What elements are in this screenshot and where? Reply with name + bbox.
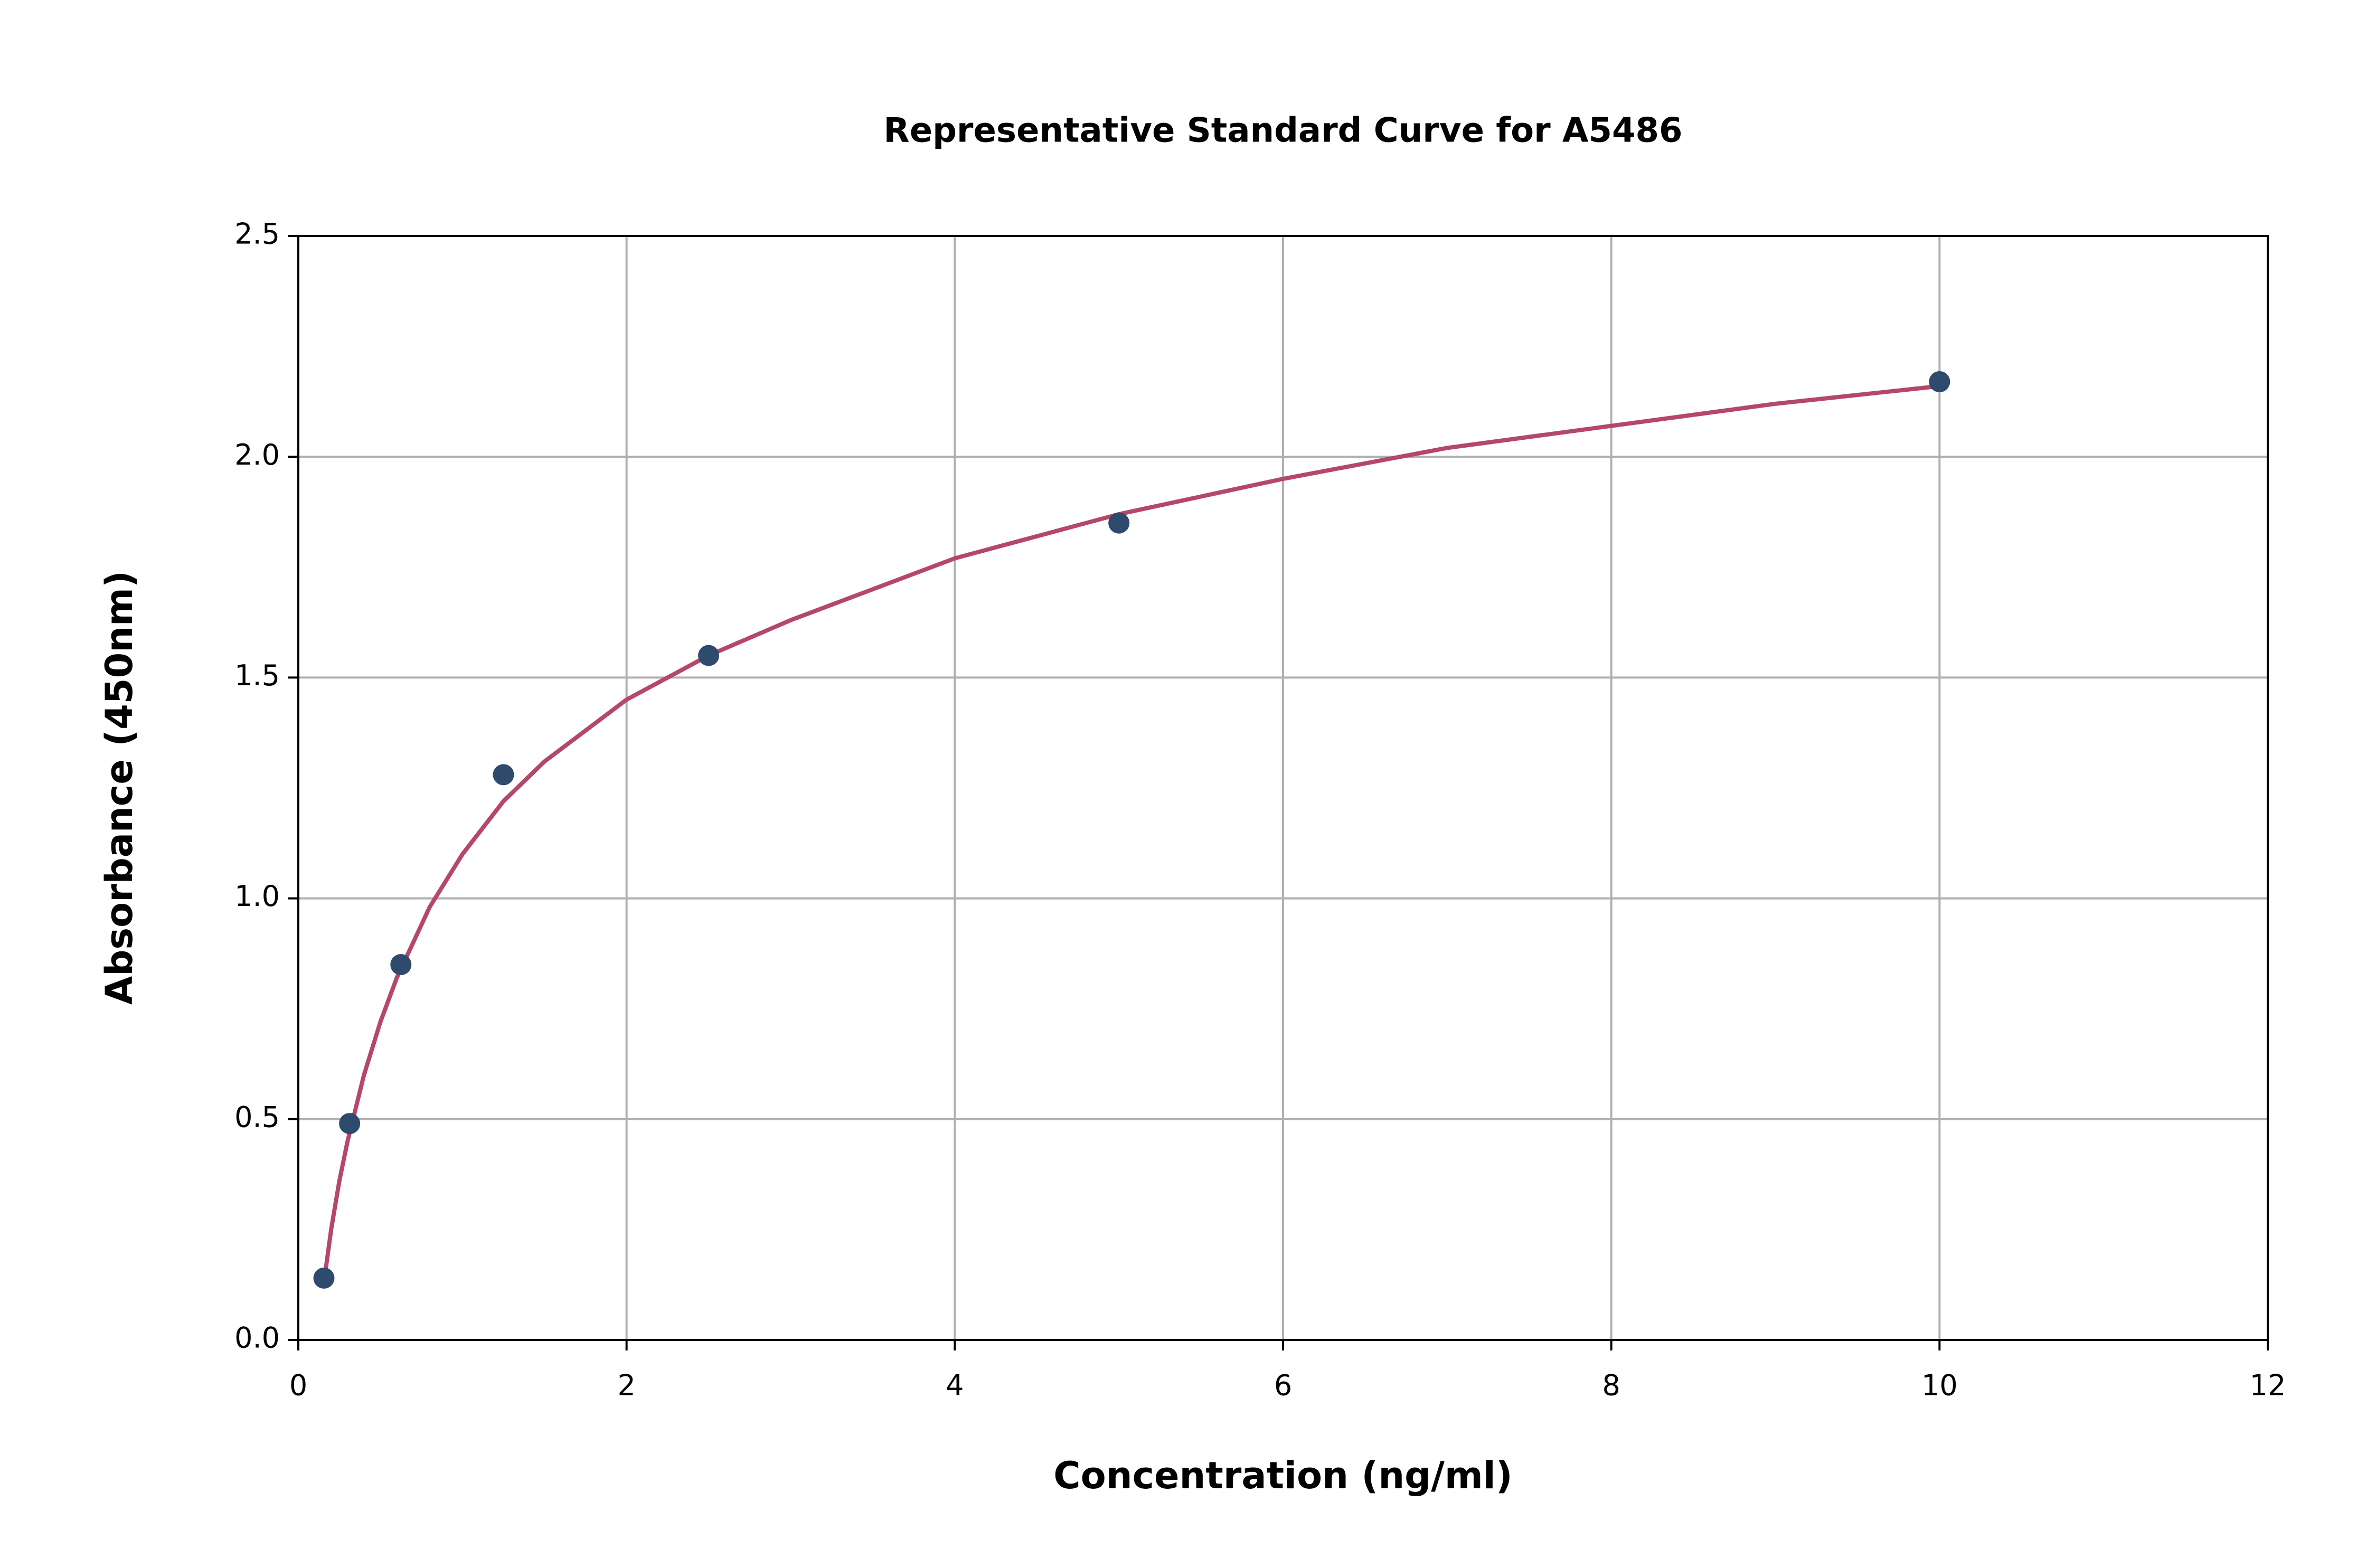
x-tick-label: 0 — [289, 1369, 307, 1402]
y-tick-label: 1.0 — [234, 880, 280, 913]
chart-title: Representative Standard Curve for A5486 — [883, 111, 1682, 150]
y-tick-label: 2.5 — [234, 218, 280, 251]
data-point — [698, 645, 720, 666]
x-axis-label: Concentration (ng/ml) — [1053, 1454, 1513, 1497]
data-point — [339, 1113, 361, 1135]
x-tick-label: 12 — [2250, 1369, 2286, 1402]
y-axis-label: Absorbance (450nm) — [98, 571, 141, 1005]
plot-frame — [297, 235, 2269, 1341]
x-tick-label: 10 — [1921, 1369, 1958, 1402]
data-point — [1108, 512, 1130, 534]
y-tick-label: 0.0 — [234, 1321, 280, 1355]
x-tick-label: 4 — [946, 1369, 964, 1402]
x-tick-label: 8 — [1602, 1369, 1620, 1402]
data-point — [493, 764, 514, 786]
x-tick-label: 6 — [1274, 1369, 1292, 1402]
data-point — [1929, 371, 1950, 393]
y-tick-label: 1.5 — [234, 659, 280, 692]
x-tick-label: 2 — [617, 1369, 635, 1402]
y-tick-label: 0.5 — [234, 1100, 280, 1134]
data-point — [390, 954, 412, 976]
y-tick-label: 2.0 — [234, 438, 280, 471]
data-point — [313, 1267, 335, 1289]
